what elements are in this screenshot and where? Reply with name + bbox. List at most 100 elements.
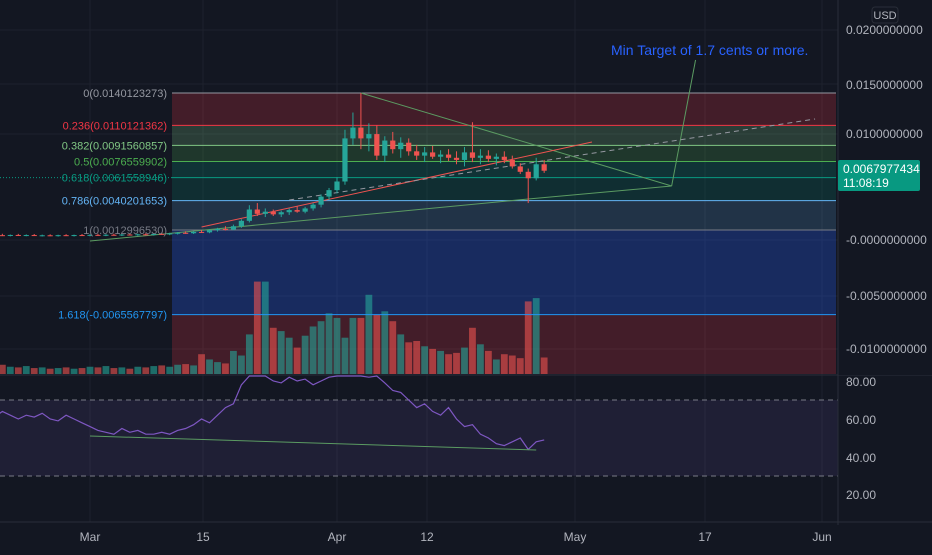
candle-body bbox=[175, 232, 181, 234]
fib-level-label: 0.618(0.0061558946) bbox=[62, 173, 167, 185]
volume-bar bbox=[70, 368, 78, 374]
candle-body bbox=[47, 235, 53, 237]
candle-body bbox=[15, 234, 21, 236]
volume-bar bbox=[516, 358, 524, 374]
rsi-axis[interactable]: 80.00 60.00 40.00 20.00 bbox=[846, 375, 876, 502]
price-tick: -0.0050000000 bbox=[846, 289, 927, 303]
candle-body bbox=[286, 210, 292, 213]
volume-bar bbox=[477, 344, 484, 374]
dashed-trendline bbox=[289, 118, 816, 201]
volume-bar bbox=[126, 368, 134, 374]
price-tick: 0.0100000000 bbox=[846, 127, 923, 141]
candle-body bbox=[0, 235, 5, 237]
volume-bar bbox=[0, 364, 6, 374]
volume-bar bbox=[413, 341, 421, 374]
volume-bar bbox=[38, 367, 46, 374]
candle-body bbox=[270, 211, 276, 215]
volume-bar bbox=[285, 337, 293, 374]
price-tick: 0.0200000000 bbox=[846, 23, 923, 37]
candle-body bbox=[382, 140, 388, 156]
volume-bar bbox=[540, 357, 548, 374]
volume-bar bbox=[317, 321, 325, 374]
candle-body bbox=[302, 208, 308, 212]
candle-body bbox=[111, 234, 117, 236]
fibonacci-labels: 0(0.0140123273) 0.236(0.0110121362) 0.382(… bbox=[58, 88, 167, 322]
volume-bars bbox=[0, 281, 548, 374]
candle-body bbox=[190, 231, 197, 234]
volume-bar bbox=[174, 364, 182, 374]
time-tick: Jun bbox=[812, 530, 831, 544]
volume-bar bbox=[198, 354, 205, 374]
candle-body bbox=[390, 140, 396, 150]
volume-bar bbox=[333, 317, 341, 374]
candle-body bbox=[422, 152, 428, 156]
volume-bar bbox=[492, 359, 500, 374]
currency-label: USD bbox=[873, 10, 896, 22]
target-annotation[interactable]: Min Target of 1.7 cents or more. bbox=[611, 42, 808, 58]
volume-bar bbox=[190, 365, 197, 374]
volume-bar bbox=[469, 327, 476, 374]
candle-body bbox=[358, 127, 364, 139]
volume-bar bbox=[405, 342, 413, 374]
candle-body bbox=[541, 164, 547, 171]
volume-bar bbox=[524, 301, 532, 374]
volume-bar bbox=[86, 366, 94, 374]
candle-body bbox=[453, 157, 460, 160]
volume-bar bbox=[357, 317, 365, 374]
volume-bar bbox=[301, 335, 309, 374]
currency-badge[interactable] bbox=[871, 6, 899, 24]
volume-bar bbox=[309, 326, 317, 374]
candle-body bbox=[135, 234, 141, 236]
candle-body bbox=[294, 210, 300, 212]
candle-body bbox=[525, 171, 531, 179]
volume-bar bbox=[222, 363, 229, 374]
candle-body bbox=[437, 154, 444, 157]
target-trendline bbox=[671, 59, 697, 187]
fib-zone bbox=[172, 161, 836, 178]
candle-body bbox=[222, 228, 229, 230]
candle-body bbox=[246, 209, 252, 221]
candlesticks bbox=[0, 93, 547, 237]
candle-body bbox=[493, 156, 499, 159]
candle-body bbox=[342, 138, 348, 182]
volume-bar bbox=[30, 368, 38, 374]
candle-body bbox=[326, 190, 332, 197]
candle-body bbox=[501, 156, 507, 160]
fib-zone bbox=[172, 230, 836, 315]
candle-body bbox=[278, 212, 284, 215]
volume-bar bbox=[381, 311, 389, 374]
candle-body bbox=[334, 181, 340, 191]
volume-bar bbox=[46, 368, 54, 374]
candle-body bbox=[485, 155, 491, 159]
time-tick: May bbox=[564, 530, 587, 544]
fib-level-label: 1(0.0012996530) bbox=[83, 225, 167, 237]
volume-bar bbox=[142, 367, 150, 374]
candle-body bbox=[254, 209, 260, 214]
volume-bar bbox=[166, 366, 174, 374]
price-tick: -0.0100000000 bbox=[846, 342, 927, 356]
candle-body bbox=[414, 151, 420, 156]
rsi-tick: 40.00 bbox=[846, 451, 876, 465]
price-axis[interactable]: USD 0.0200000000 0.0150000000 0.01000000… bbox=[837, 0, 932, 525]
fib-level-label: 0.382(0.0091560857) bbox=[62, 140, 167, 152]
rsi-divergence-line bbox=[89, 435, 537, 451]
time-axis[interactable]: Mar 15 Apr 12 May 17 Jun bbox=[0, 521, 932, 544]
projection-trendline bbox=[528, 185, 672, 200]
volume-bar bbox=[134, 366, 142, 374]
volume-bar bbox=[102, 366, 110, 374]
time-tick: 15 bbox=[196, 530, 210, 544]
volume-bar bbox=[110, 368, 118, 374]
grid bbox=[0, 0, 838, 522]
volume-bar bbox=[445, 354, 452, 374]
candle-body bbox=[469, 152, 476, 158]
volume-bar bbox=[245, 334, 253, 374]
volume-bar bbox=[365, 294, 373, 374]
fib-zone bbox=[172, 177, 836, 201]
fib-level-label: 0.786(0.0040201653) bbox=[62, 196, 167, 208]
candle-body bbox=[533, 164, 539, 179]
candle-body bbox=[23, 235, 29, 237]
volume-bar bbox=[341, 337, 349, 374]
candle-body bbox=[95, 234, 101, 236]
